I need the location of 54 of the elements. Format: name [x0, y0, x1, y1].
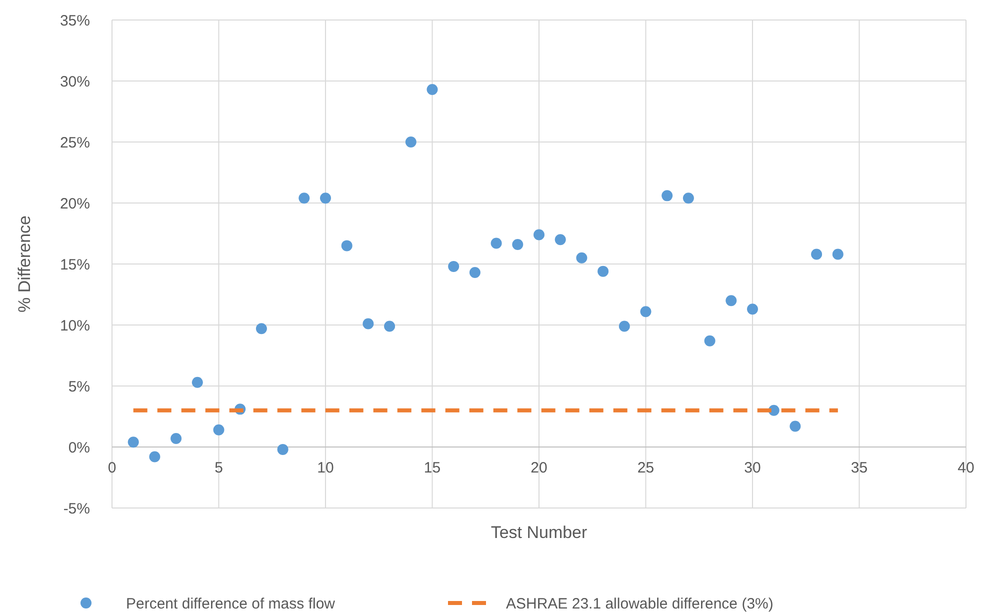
point — [598, 266, 609, 277]
legend-label: ASHRAE 23.1 allowable difference (3%) — [506, 595, 774, 612]
point — [576, 252, 588, 264]
point — [512, 238, 524, 250]
point — [534, 229, 544, 240]
point — [256, 323, 267, 334]
point — [490, 238, 502, 249]
point — [704, 335, 716, 346]
y-tick-label: 15% — [60, 256, 90, 274]
point — [128, 436, 139, 448]
point — [320, 192, 331, 204]
y-tick-label: 20% — [60, 195, 90, 212]
point — [554, 234, 566, 246]
point — [298, 192, 310, 204]
point — [790, 420, 801, 432]
x-axis-title: Test Number — [490, 523, 588, 542]
y-tick-label: 25% — [60, 134, 90, 152]
point — [341, 240, 352, 252]
point — [640, 306, 652, 318]
point — [384, 320, 396, 332]
y-tick-label: 0% — [68, 439, 90, 456]
x-tick-label: 5 — [214, 459, 223, 476]
x-tick-label: 35 — [850, 459, 868, 476]
x-tick-label: 15 — [424, 459, 441, 476]
point — [405, 136, 416, 148]
point — [811, 248, 822, 260]
x-tick-label: 25 — [637, 459, 654, 476]
x-tick-label: 0 — [108, 459, 116, 476]
point — [618, 320, 630, 332]
point — [747, 304, 758, 315]
x-tick-label: 10 — [317, 459, 334, 476]
legend-label: Percent difference of mass flow — [126, 595, 336, 612]
point — [213, 424, 224, 436]
point — [448, 260, 460, 272]
point — [662, 190, 673, 202]
y-tick-label: 5% — [68, 378, 90, 396]
y-tick-label: 35% — [60, 12, 90, 30]
point — [832, 248, 844, 260]
point — [726, 295, 737, 306]
point — [426, 84, 438, 96]
point — [149, 451, 160, 462]
x-tick-label: 30 — [744, 459, 761, 476]
point — [362, 318, 374, 330]
point — [170, 432, 182, 444]
y-tick-label: 10% — [60, 317, 90, 334]
point — [682, 192, 694, 204]
x-tick-label: 40 — [958, 459, 974, 476]
point — [277, 444, 288, 455]
point — [469, 267, 480, 278]
y-tick-label: -5% — [63, 500, 90, 518]
y-axis-title: % Difference — [15, 215, 34, 313]
point — [192, 376, 203, 388]
x-tick-label: 20 — [530, 459, 548, 476]
y-tick-label: 30% — [60, 73, 90, 90]
